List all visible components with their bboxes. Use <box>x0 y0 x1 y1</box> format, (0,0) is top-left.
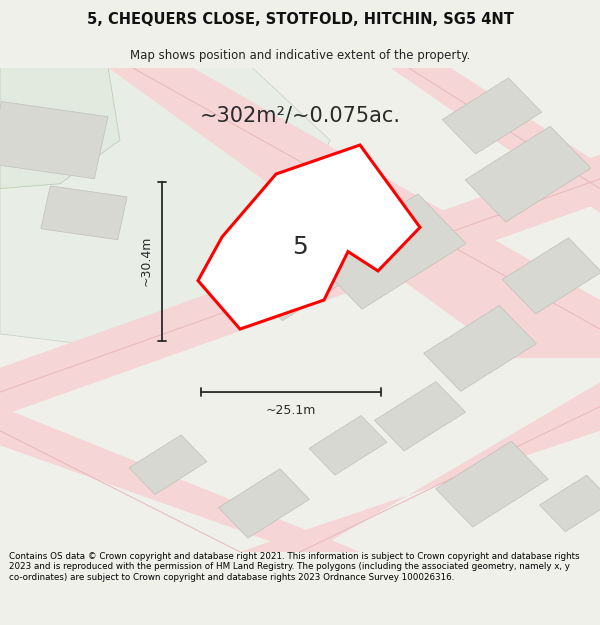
Polygon shape <box>0 406 360 552</box>
Polygon shape <box>502 238 600 314</box>
Polygon shape <box>314 194 466 309</box>
Polygon shape <box>0 102 108 179</box>
Polygon shape <box>424 306 536 391</box>
Text: Map shows position and indicative extent of the property.: Map shows position and indicative extent… <box>130 49 470 62</box>
Polygon shape <box>309 416 387 475</box>
Polygon shape <box>436 441 548 527</box>
Text: ~25.1m: ~25.1m <box>266 404 316 417</box>
Polygon shape <box>242 231 358 321</box>
Text: ~302m²/~0.075ac.: ~302m²/~0.075ac. <box>199 106 401 126</box>
Text: Contains OS data © Crown copyright and database right 2021. This information is : Contains OS data © Crown copyright and d… <box>9 552 580 582</box>
Text: 5: 5 <box>292 235 308 259</box>
Polygon shape <box>129 435 207 494</box>
Polygon shape <box>374 382 466 451</box>
Polygon shape <box>198 145 420 329</box>
Text: 5, CHEQUERS CLOSE, STOTFOLD, HITCHIN, SG5 4NT: 5, CHEQUERS CLOSE, STOTFOLD, HITCHIN, SG… <box>86 12 514 27</box>
Polygon shape <box>0 154 600 416</box>
Polygon shape <box>41 186 127 240</box>
Polygon shape <box>390 68 600 213</box>
Text: ~30.4m: ~30.4m <box>140 236 153 286</box>
Polygon shape <box>240 382 600 552</box>
Polygon shape <box>0 68 330 349</box>
Polygon shape <box>465 126 591 222</box>
Polygon shape <box>108 68 600 358</box>
Polygon shape <box>0 68 120 189</box>
Polygon shape <box>218 469 310 538</box>
Polygon shape <box>442 78 542 154</box>
Polygon shape <box>539 475 600 532</box>
